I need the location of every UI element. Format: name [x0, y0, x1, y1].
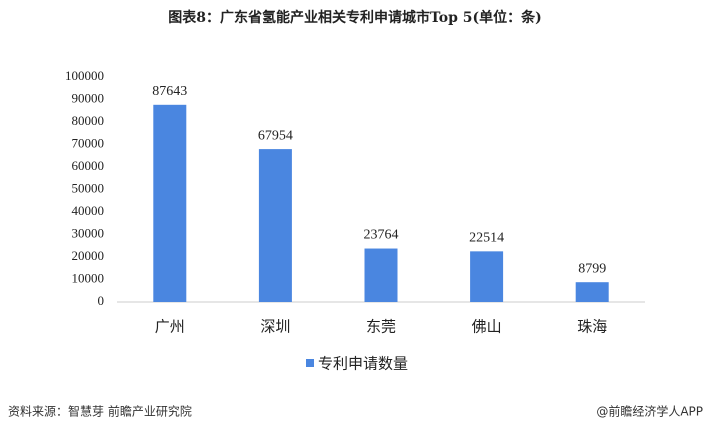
x-tick-label: 深圳: [260, 318, 290, 336]
y-tick-label: 70000: [72, 135, 105, 150]
value-label: 22514: [469, 231, 504, 246]
bar: [364, 248, 398, 302]
value-label: 87643: [152, 84, 187, 99]
source: 资料来源：智慧芽 前瞻产业研究院: [8, 404, 192, 419]
chart-title: 图表8：广东省氢能产业相关专利申请城市Top 5(单位：条): [168, 9, 542, 26]
x-tick-label: 广州: [155, 318, 185, 336]
y-tick-label: 100000: [65, 68, 104, 83]
bar: [470, 251, 504, 302]
y-tick-label: 90000: [72, 90, 105, 105]
x-tick-label: 佛山: [472, 318, 502, 336]
y-tick-label: 10000: [72, 270, 105, 285]
y-tick-label: 60000: [72, 158, 105, 173]
y-tick-label: 50000: [72, 180, 105, 195]
y-tick-label: 30000: [72, 225, 105, 240]
bar: [575, 282, 609, 302]
value-label: 67954: [258, 128, 293, 143]
y-tick-label: 20000: [72, 248, 105, 263]
y-tick-label: 0: [98, 293, 105, 308]
bar: [258, 149, 292, 302]
y-tick-label: 80000: [72, 113, 105, 128]
legend-label: 专利申请数量: [318, 355, 408, 373]
x-tick-label: 珠海: [577, 318, 607, 336]
legend-swatch: [306, 359, 314, 367]
credit: @前瞻经济学人APP: [596, 404, 703, 419]
y-tick-label: 40000: [72, 203, 105, 218]
x-tick-label: 东莞: [366, 318, 396, 336]
value-label: 23764: [364, 228, 399, 243]
bar: [153, 104, 187, 302]
value-label: 8799: [578, 261, 606, 276]
